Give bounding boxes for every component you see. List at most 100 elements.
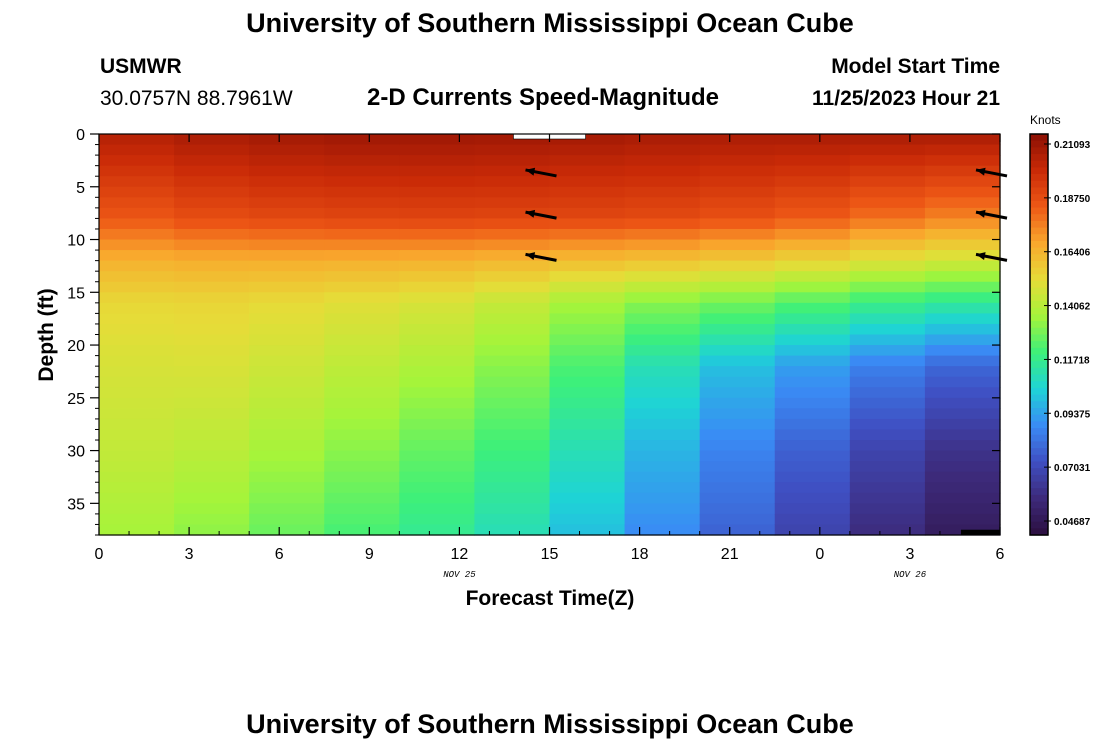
heatmap-cell: [549, 176, 626, 188]
heatmap-cell: [549, 155, 626, 167]
heatmap-cell: [849, 313, 926, 325]
heatmap-cell: [399, 440, 476, 452]
heatmap-cell: [99, 355, 175, 367]
heatmap-cell: [399, 197, 476, 209]
heatmap-cell: [324, 440, 400, 452]
heatmap-cell: [99, 186, 175, 198]
colorbar-segment: [1030, 154, 1048, 162]
heatmap-cell: [99, 418, 175, 431]
heatmap-cell: [249, 482, 325, 494]
heatmap-cell: [99, 397, 175, 409]
heatmap-cell: [399, 313, 476, 325]
heatmap-cell: [324, 334, 400, 346]
heatmap-cell: [399, 218, 476, 230]
heatmap-cell: [399, 134, 476, 146]
heatmap-cell: [474, 387, 551, 399]
heatmap-cell: [699, 260, 776, 272]
colorbar-tick-label: 0.21093: [1054, 140, 1091, 151]
heatmap-cell: [399, 207, 476, 220]
heatmap-cell: [474, 144, 551, 156]
heatmap-cell: [399, 418, 476, 431]
heatmap-cell: [624, 366, 701, 378]
heatmap-cell: [399, 429, 476, 441]
heatmap-cell: [249, 429, 325, 441]
heatmap-cell: [699, 144, 776, 156]
current-vector-arrow: [525, 209, 557, 220]
heatmap-cell: [174, 207, 250, 220]
heatmap-cell: [774, 450, 851, 462]
heatmap-cell: [99, 155, 175, 167]
heatmap-cell: [849, 492, 926, 504]
heatmap-cell: [399, 492, 476, 504]
heatmap-cell: [849, 482, 926, 494]
heatmap-cell: [699, 524, 776, 536]
heatmap-cell: [324, 387, 400, 399]
bottom-marker: [960, 529, 1000, 535]
colorbar-segment: [1030, 327, 1048, 336]
colorbar-tick-label: 0.18750: [1054, 194, 1091, 205]
heatmap-cell: [474, 302, 551, 314]
heatmap-cell: [324, 429, 400, 441]
colorbar-segment: [1030, 374, 1048, 382]
heatmap-cell: [849, 376, 926, 388]
colorbar-segment: [1030, 140, 1048, 148]
colorbar-segment: [1030, 408, 1048, 416]
heatmap-cell: [249, 186, 325, 198]
heatmap-cell: [399, 408, 476, 420]
x-tick-label: 3: [905, 546, 914, 563]
colorbar-segment: [1030, 434, 1048, 443]
heatmap-cell: [624, 345, 701, 357]
heatmap-cell: [99, 524, 175, 536]
colorbar-segment: [1030, 240, 1048, 249]
heatmap-cell: [399, 482, 476, 494]
heatmap-cell: [399, 397, 476, 409]
heatmap-cell: [849, 408, 926, 420]
heatmap-cell: [324, 461, 400, 473]
heatmap-cell: [849, 450, 926, 462]
heatmap-cell: [399, 524, 476, 536]
heatmap-cell: [99, 197, 175, 209]
heatmap-cell: [549, 461, 626, 473]
heatmap-cell: [624, 228, 701, 241]
colorbar-segment: [1030, 367, 1048, 376]
heatmap-cell: [249, 134, 325, 146]
heatmap-cell: [324, 250, 400, 262]
heatmap-cell: [699, 355, 776, 367]
colorbar-segment: [1030, 494, 1048, 503]
heatmap-cell: [174, 134, 250, 146]
colorbar-tick-label: 0.14062: [1054, 302, 1091, 313]
colorbar-segment: [1030, 200, 1048, 209]
heatmap-cell: [549, 429, 626, 441]
heatmap-cell: [549, 482, 626, 494]
heatmap-cell: [849, 197, 926, 209]
heatmap-cell: [549, 281, 626, 293]
heatmap-cell: [249, 418, 325, 431]
heatmap-cell: [924, 281, 1001, 293]
x-tick-label: 6: [275, 546, 284, 563]
heatmap-cell: [174, 397, 250, 409]
colorbar-segment: [1030, 401, 1048, 409]
heatmap-cell: [774, 144, 851, 156]
heatmap-cell: [699, 461, 776, 473]
heatmap-cell: [249, 376, 325, 388]
colorbar-segment: [1030, 321, 1048, 329]
colorbar-segment: [1030, 488, 1048, 496]
heatmap-cell: [624, 482, 701, 494]
x-tick-label: 6: [996, 546, 1005, 563]
colorbar-segment: [1030, 254, 1048, 262]
heatmap-cell: [99, 218, 175, 230]
heatmap-cell: [174, 186, 250, 198]
heatmap-cell: [324, 513, 400, 526]
heatmap-cell: [249, 450, 325, 462]
heatmap-cell: [774, 334, 851, 346]
heatmap-cell: [399, 345, 476, 357]
heatmap-cell: [399, 271, 476, 283]
colorbar-segment: [1030, 187, 1048, 195]
heatmap-cell: [324, 292, 400, 304]
heatmap-cell: [99, 345, 175, 357]
heatmap-cell: [324, 186, 400, 198]
heatmap-cell: [399, 334, 476, 346]
colorbar-segment: [1030, 134, 1048, 142]
heatmap-cell: [474, 355, 551, 367]
